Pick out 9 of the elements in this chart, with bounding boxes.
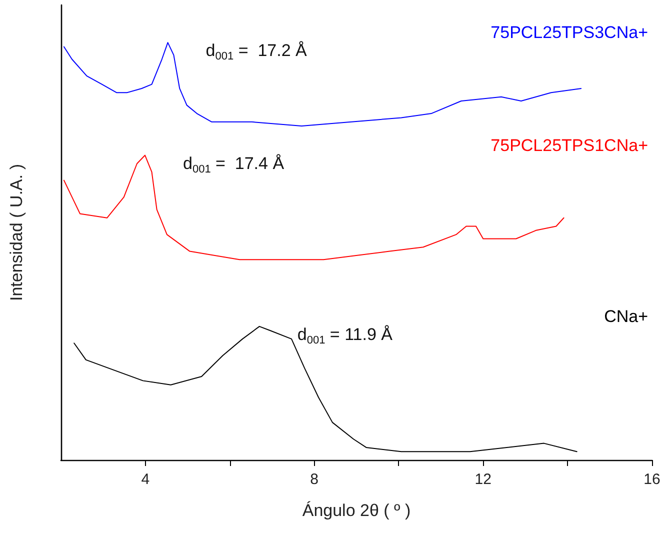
x-tick-label: 16 — [644, 471, 660, 488]
text: 75PCL25TPS3CNa+ — [490, 23, 648, 42]
text: 75PCL25TPS1CNa+ — [490, 136, 648, 155]
x-axis-title: Ángulo 2θ ( º ) — [302, 501, 411, 520]
y-axis-title: Intensidad ( U.A. ) — [7, 164, 26, 302]
x-tick-label: 8 — [310, 471, 318, 488]
text: CNa+ — [604, 306, 648, 326]
x-tick-label: 12 — [474, 471, 492, 488]
x-tick-label: 4 — [141, 471, 150, 488]
